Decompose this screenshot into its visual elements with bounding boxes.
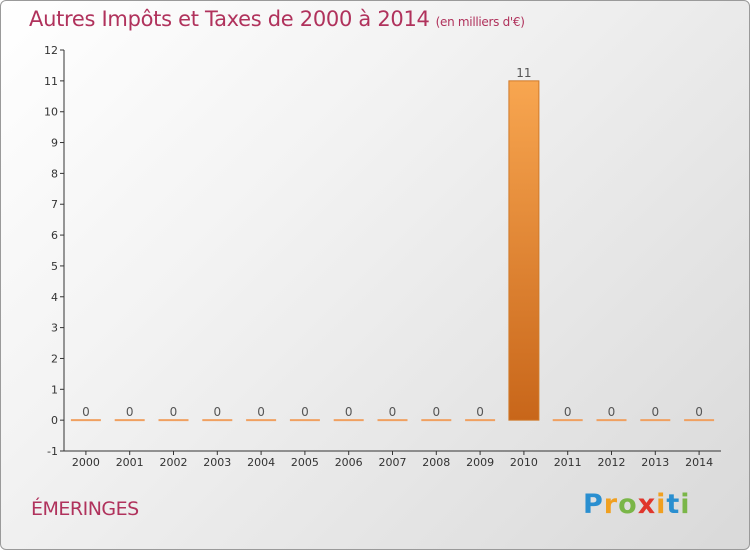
y-tick-label: 2 (51, 352, 58, 365)
y-tick-label: 1 (51, 383, 58, 396)
x-tick-label-2006: 2006 (335, 456, 363, 469)
data-label-2009: 0 (476, 405, 484, 419)
y-tick-label: 11 (44, 75, 58, 88)
data-label-2012: 0 (608, 405, 616, 419)
x-tick-label-2001: 2001 (116, 456, 144, 469)
data-label-2002: 0 (170, 405, 178, 419)
x-tick-label-2013: 2013 (641, 456, 669, 469)
y-tick-label: 8 (51, 167, 58, 180)
data-label-2013: 0 (651, 405, 659, 419)
y-tick-label: 12 (44, 44, 58, 57)
logo-letter: o (618, 489, 638, 520)
x-tick-label-2005: 2005 (291, 456, 319, 469)
logo-letter: t (666, 489, 681, 520)
x-tick-label-2014: 2014 (685, 456, 713, 469)
data-label-2006: 0 (345, 405, 353, 419)
x-tick-label-2007: 2007 (379, 456, 407, 469)
data-label-2010: 11 (516, 66, 531, 80)
x-tick-label-2000: 2000 (72, 456, 100, 469)
x-tick-label-2009: 2009 (466, 456, 494, 469)
data-label-2004: 0 (257, 405, 265, 419)
x-tick-label-2010: 2010 (510, 456, 538, 469)
proxiti-logo: Proxiti (583, 489, 691, 520)
logo-letter: P (583, 489, 604, 520)
data-label-2008: 0 (432, 405, 440, 419)
data-label-2000: 0 (82, 405, 90, 419)
y-tick-label: 10 (44, 106, 58, 119)
data-label-2001: 0 (126, 405, 134, 419)
logo-letter: r (603, 489, 619, 520)
y-tick-label: 7 (51, 198, 58, 211)
y-tick-label: -1 (47, 445, 58, 458)
y-tick-label: 0 (51, 414, 58, 427)
data-label-2007: 0 (389, 405, 397, 419)
data-label-2005: 0 (301, 405, 309, 419)
y-tick-label: 4 (51, 291, 58, 304)
x-tick-label-2008: 2008 (422, 456, 450, 469)
x-tick-label-2002: 2002 (160, 456, 188, 469)
logo-letter: i (656, 489, 667, 520)
chart-unit: (en milliers d'€) (435, 15, 525, 29)
data-label-2003: 0 (213, 405, 221, 419)
y-tick-label: 6 (51, 229, 58, 242)
data-label-2011: 0 (564, 405, 572, 419)
y-tick-label: 3 (51, 322, 58, 335)
x-tick-label-2004: 2004 (247, 456, 275, 469)
x-tick-label-2003: 2003 (203, 456, 231, 469)
y-tick-label: 9 (51, 137, 58, 150)
x-tick-label-2012: 2012 (598, 456, 626, 469)
logo-letter: x (637, 489, 657, 520)
chart-title: Autres Impôts et Taxes de 2000 à 2014 (en… (29, 7, 525, 31)
bar-2010 (508, 80, 540, 421)
x-tick-label-2011: 2011 (554, 456, 582, 469)
chart-title-text: Autres Impôts et Taxes de 2000 à 2014 (29, 7, 430, 31)
data-label-2014: 0 (695, 405, 703, 419)
logo-letter: i (680, 489, 691, 520)
commune-name: ÉMERINGES (31, 498, 139, 520)
y-tick-label: 5 (51, 260, 58, 273)
